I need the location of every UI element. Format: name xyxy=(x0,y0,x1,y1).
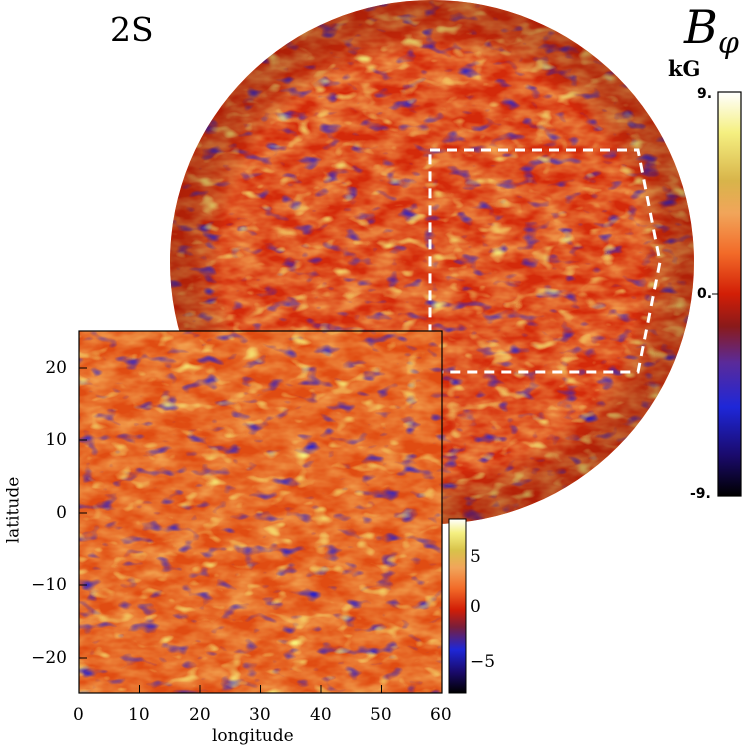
main-colorbar-mid-label: 0. xyxy=(697,286,713,302)
inset-x-axis-label: longitude xyxy=(212,726,294,746)
main-colorbar xyxy=(717,91,742,497)
inset-x-tick: 40 xyxy=(310,705,332,725)
inset-x-tick: 0 xyxy=(73,705,84,725)
inset-colorbar-tick: −5 xyxy=(470,652,496,672)
inset-x-tick: 10 xyxy=(128,705,150,725)
inset-colorbar-tick: 5 xyxy=(470,547,481,567)
inset-y-tick: 0 xyxy=(56,503,67,523)
unit-label: kG xyxy=(668,56,701,81)
inset-x-tick: 50 xyxy=(370,705,392,725)
inset-x-axis xyxy=(78,685,443,693)
main-colorbar-min-label: -9. xyxy=(690,486,711,502)
quantity-subscript: φ xyxy=(717,26,739,61)
inset-y-tick: 10 xyxy=(45,430,67,450)
main-colorbar-max-label: 9. xyxy=(697,86,713,102)
inset-x-tick: 30 xyxy=(249,705,271,725)
inset-y-tick: −10 xyxy=(31,575,67,595)
inset-colorbar-tick: 0 xyxy=(470,597,481,617)
inset-y-axis xyxy=(79,367,87,659)
inset-colorbar xyxy=(448,518,467,694)
inset-x-tick: 20 xyxy=(189,705,211,725)
inset-y-tick: 20 xyxy=(45,358,67,378)
inset-y-axis-label: latitude xyxy=(3,476,24,544)
selection-region-outline xyxy=(428,148,662,374)
inset-y-tick: −20 xyxy=(31,648,67,668)
inset-x-tick: 60 xyxy=(430,705,452,725)
quantity-symbol: Bφ xyxy=(684,0,739,61)
quantity-letter: B xyxy=(684,0,718,54)
panel-label: 2S xyxy=(110,10,154,49)
inset-field-map xyxy=(79,331,442,693)
